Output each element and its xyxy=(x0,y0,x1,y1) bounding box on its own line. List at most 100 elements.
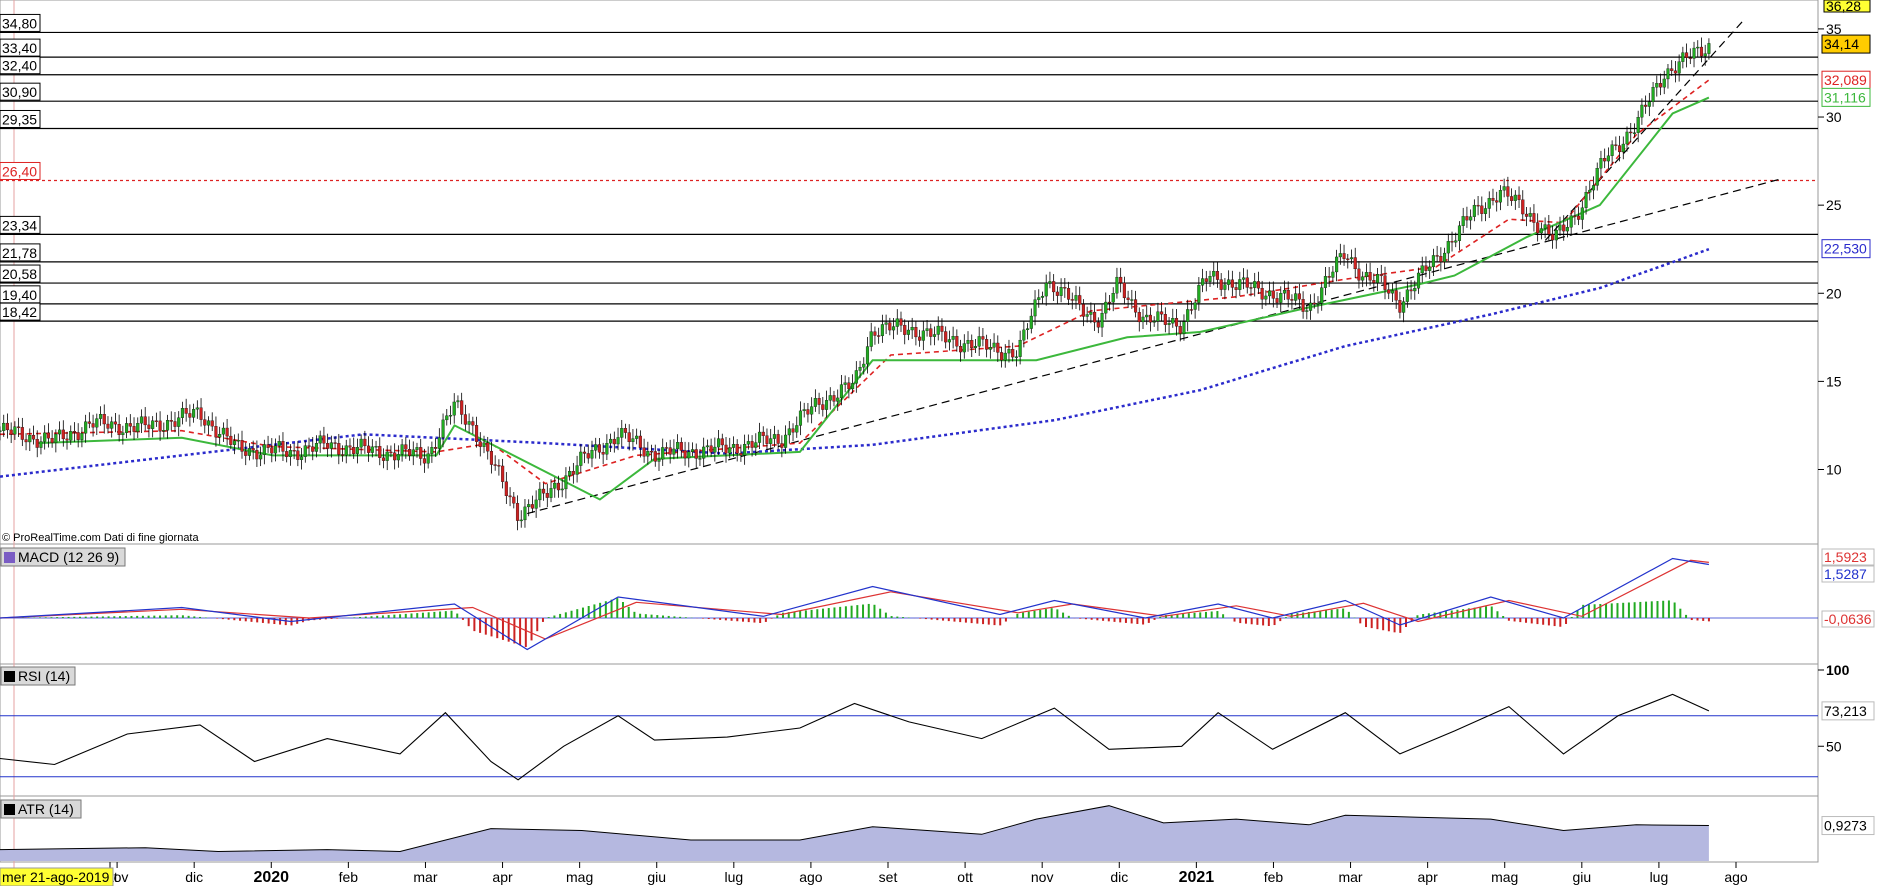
candle xyxy=(28,434,32,443)
candle xyxy=(1256,281,1260,289)
candle xyxy=(467,421,471,425)
candle xyxy=(1212,271,1216,277)
candle xyxy=(862,363,866,368)
candle xyxy=(1022,329,1026,341)
macd-value-label: 1,5287 xyxy=(1824,566,1867,582)
rsi-tick-label: 100 xyxy=(1826,662,1850,678)
right-value-box xyxy=(1821,34,1871,54)
candle xyxy=(1100,313,1104,328)
candle xyxy=(757,431,762,443)
candle xyxy=(478,441,482,447)
candle xyxy=(780,443,784,448)
candle xyxy=(169,420,173,422)
candle xyxy=(1134,299,1138,313)
candle xyxy=(776,434,780,444)
candle xyxy=(370,446,374,453)
candle xyxy=(642,447,646,457)
candle xyxy=(1521,199,1525,215)
candle xyxy=(1457,225,1462,241)
candle xyxy=(1696,46,1700,49)
candle xyxy=(1446,241,1450,254)
candle xyxy=(1308,302,1313,311)
candle xyxy=(329,442,333,449)
candle xyxy=(151,420,155,429)
candle xyxy=(165,420,170,431)
candle xyxy=(1510,196,1514,201)
candle xyxy=(612,438,616,445)
candle xyxy=(430,447,434,454)
candle xyxy=(847,382,851,390)
candle xyxy=(337,443,341,455)
candle xyxy=(1539,228,1543,234)
candle xyxy=(72,431,77,433)
candle xyxy=(1368,272,1372,281)
level-label-box xyxy=(0,264,41,283)
candle xyxy=(113,421,117,425)
candle xyxy=(1506,186,1510,197)
month-label: ago xyxy=(799,869,823,885)
month-label: nov xyxy=(1031,869,1054,885)
candle xyxy=(434,447,438,449)
candle xyxy=(534,499,538,509)
rsi-legend: RSI (14) xyxy=(0,666,76,686)
candle xyxy=(389,451,393,454)
candle xyxy=(61,429,65,440)
candle xyxy=(307,445,311,447)
candle xyxy=(1182,321,1186,334)
candle xyxy=(1502,186,1506,191)
candle xyxy=(1398,300,1402,313)
candle xyxy=(1670,68,1674,71)
rsi-value-label: 73,213 xyxy=(1824,703,1867,719)
candle xyxy=(530,504,534,509)
candle xyxy=(262,444,266,455)
candle xyxy=(1476,204,1480,207)
candle xyxy=(1227,279,1231,285)
candle xyxy=(877,335,881,337)
candle xyxy=(486,442,490,452)
candle xyxy=(355,447,359,454)
candle xyxy=(594,444,598,451)
candle xyxy=(1193,302,1197,310)
atr-value-label: 0,9273 xyxy=(1824,818,1867,834)
candle xyxy=(1461,216,1465,226)
price-tick-label: 30 xyxy=(1826,109,1842,125)
level-label: 33,40 xyxy=(2,40,37,56)
level-label-box xyxy=(0,302,41,321)
candle xyxy=(1323,276,1327,288)
candle xyxy=(1681,52,1685,62)
candle xyxy=(914,327,918,338)
candle xyxy=(515,503,520,521)
candle xyxy=(1271,290,1275,299)
month-label: lug xyxy=(724,869,743,885)
candle xyxy=(508,495,512,498)
level-label: 32,40 xyxy=(2,58,37,74)
candle xyxy=(1215,271,1220,280)
candle xyxy=(1040,295,1045,298)
candle xyxy=(1610,144,1614,156)
candle xyxy=(932,334,937,337)
candle xyxy=(798,410,803,426)
month-label: mag xyxy=(566,869,593,885)
candle xyxy=(374,446,378,448)
macd-legend: MACD (12 26 9) xyxy=(0,547,126,567)
candle xyxy=(549,488,553,498)
candle xyxy=(300,456,304,460)
candle xyxy=(1577,215,1581,220)
rsi-legend-swatch-icon xyxy=(4,671,15,682)
candle xyxy=(1301,299,1305,312)
candle xyxy=(1495,200,1499,203)
candle xyxy=(999,352,1004,361)
candle xyxy=(504,481,508,497)
candle xyxy=(344,445,348,456)
candle xyxy=(266,444,270,448)
candle xyxy=(981,336,985,340)
candle xyxy=(1066,288,1071,300)
candle xyxy=(1055,291,1059,296)
candle xyxy=(1189,309,1193,311)
candle xyxy=(1562,224,1566,232)
candle xyxy=(136,423,140,432)
candle xyxy=(1625,131,1629,145)
candle xyxy=(1387,289,1391,294)
month-label: dic xyxy=(185,869,203,885)
